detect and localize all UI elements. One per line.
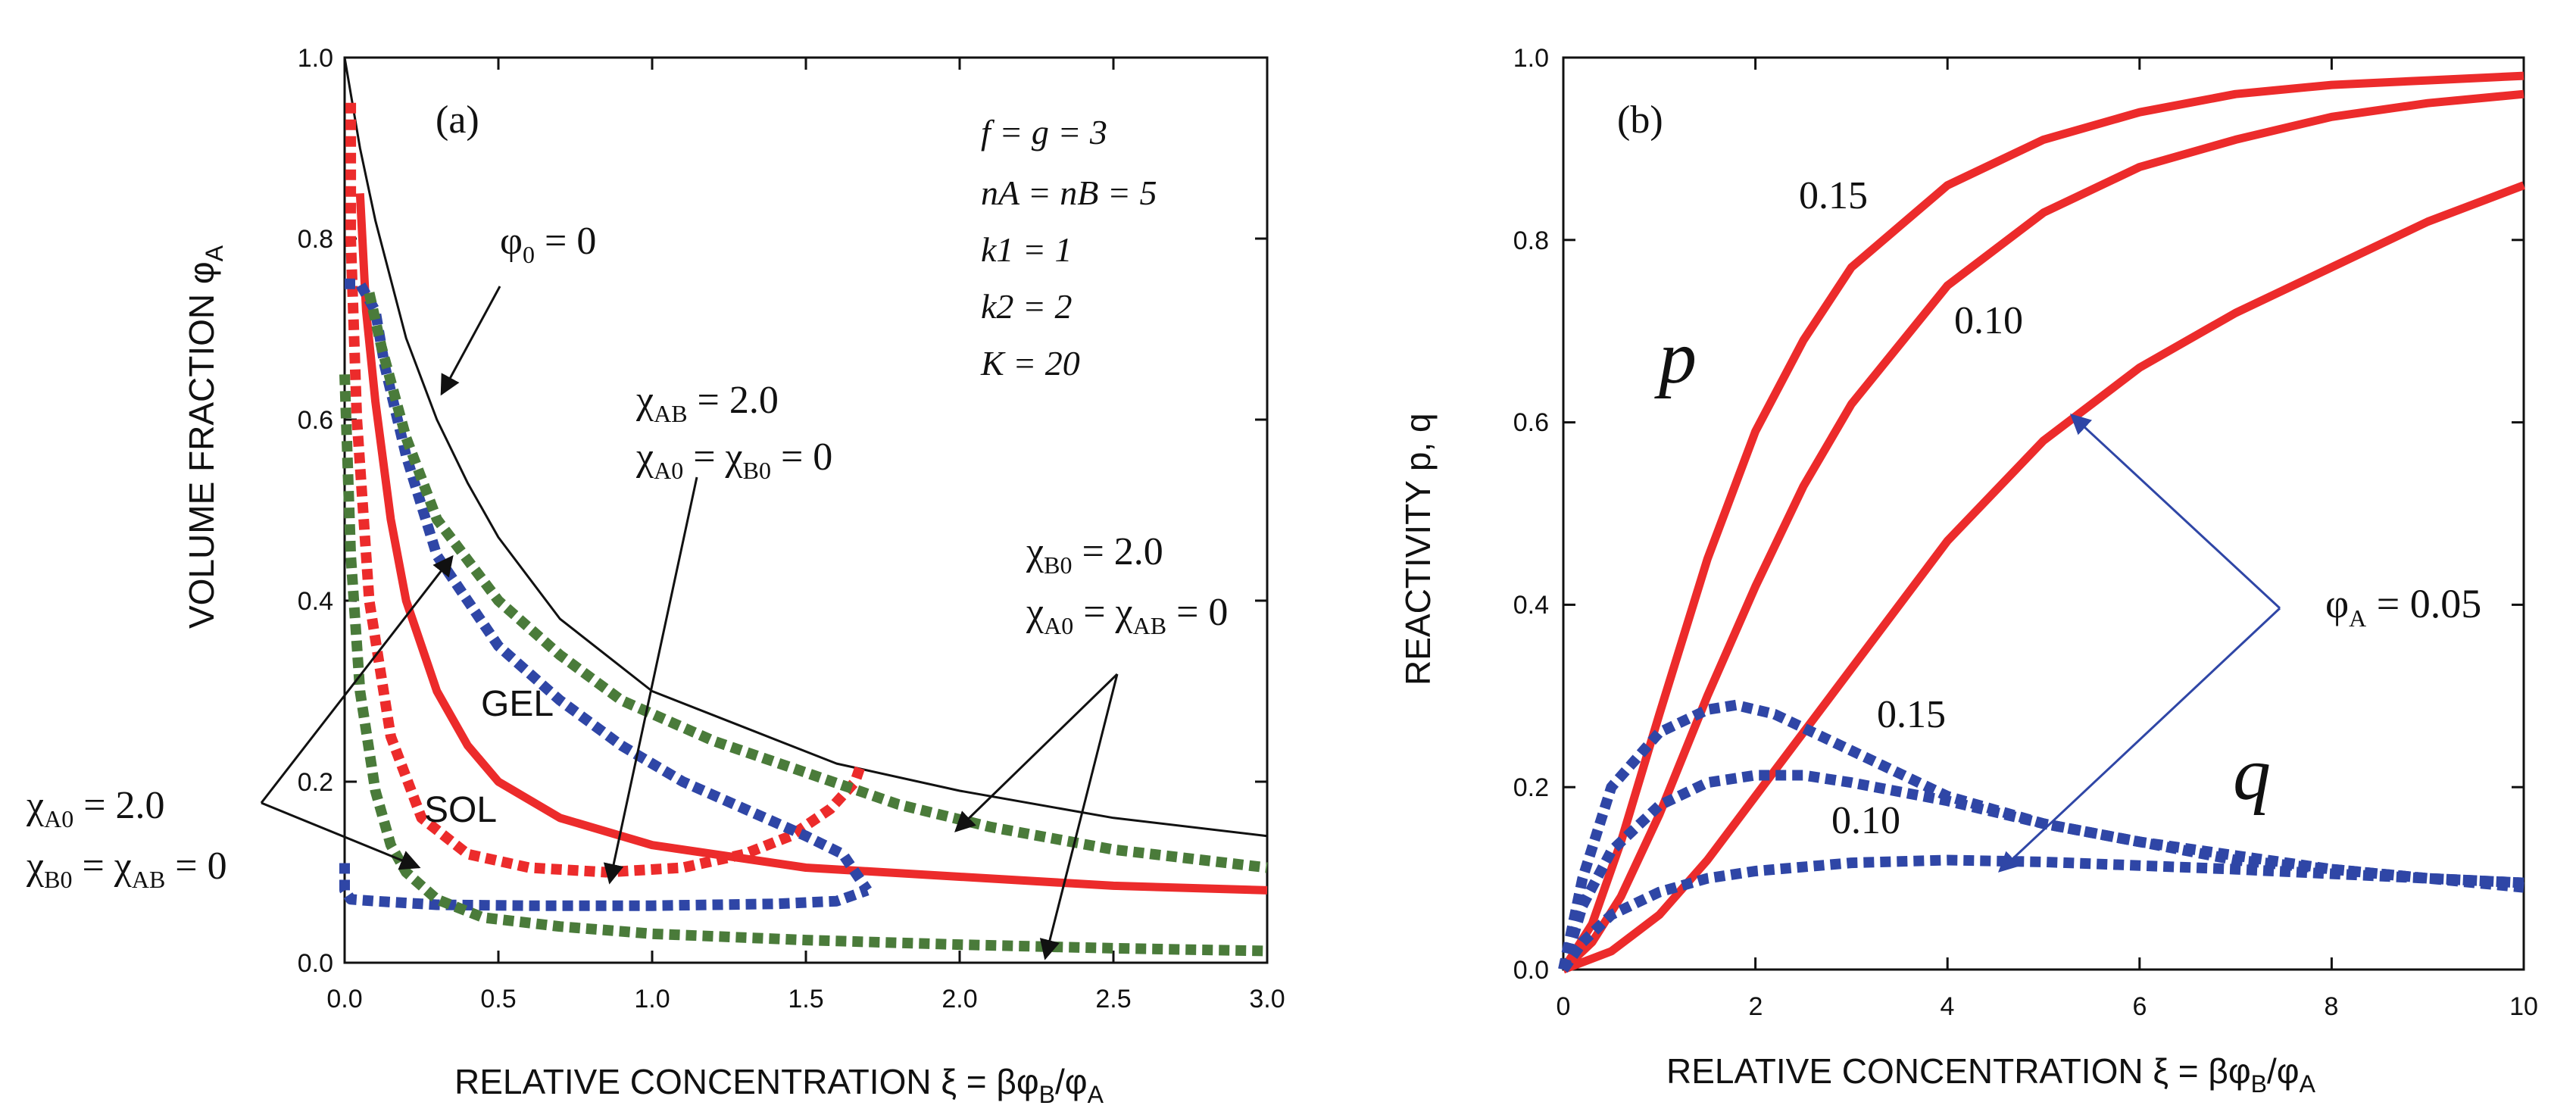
y-tick-label: 0.4 xyxy=(298,587,333,616)
x-tick-label: 1.0 xyxy=(634,985,670,1013)
arrow-chi-ab xyxy=(603,476,698,885)
arrow-chi-b0-upper xyxy=(954,673,1119,832)
panel-b-series xyxy=(1558,71,2525,974)
series-line-b-2 xyxy=(1562,181,2525,974)
panel-a-x-tick-labels: 0.0 0.5 1.0 1.5 2.0 2.5 3.0 xyxy=(326,985,1285,1013)
x-tick-label: 0.0 xyxy=(326,985,362,1013)
panel-a-label: (a) xyxy=(436,98,479,142)
panel-b-plot-frame xyxy=(1562,56,2525,971)
svg-text:χA0 = χB0 = 0: χA0 = χB0 = 0 xyxy=(635,436,832,484)
y-tick-label: 0.8 xyxy=(298,225,333,254)
x-tick-label: 2.5 xyxy=(1095,985,1131,1013)
panel-b-ticks xyxy=(1562,56,2525,971)
y-tick-label: 0.8 xyxy=(1513,226,1549,255)
panel-a-series xyxy=(339,57,1268,957)
y-tick-label: 1.0 xyxy=(1513,44,1549,73)
arrow-phi0 xyxy=(440,286,501,396)
series-line-b-4 xyxy=(1558,770,2524,972)
arrow-chi-b0-lower xyxy=(1039,673,1119,960)
phiA-annotation: φA = 0.05 xyxy=(2325,581,2481,632)
q-curve-label: q xyxy=(2233,732,2271,816)
series-line-a-5 xyxy=(364,292,1268,873)
x-tick-label: 0 xyxy=(1557,992,1571,1021)
svg-text:χB0 = 2.0: χB0 = 2.0 xyxy=(1026,530,1163,579)
series-line-a-6 xyxy=(339,374,1268,957)
p-curve-label: p xyxy=(1654,315,1697,399)
parameter-list: f = g = 3 nA = nB = 5 k1 = 1 k2 = 2 K = … xyxy=(980,113,1157,383)
y-tick-label: 0.6 xyxy=(298,406,333,435)
param-K: K = 20 xyxy=(980,344,1080,383)
panel-a-y-axis-title: VOLUME FRACTION φA xyxy=(182,245,228,629)
series-line-b-5 xyxy=(1559,854,2524,973)
chi-b0-annotation: χB0 = 2.0 χA0 = χAB = 0 xyxy=(1026,530,1228,639)
q-label-010: 0.10 xyxy=(1831,799,1900,842)
p-label-010: 0.10 xyxy=(1954,299,2023,342)
panel-a-arrows xyxy=(260,286,1119,960)
series-line-b-3 xyxy=(1558,699,2524,971)
arrow-chi-a0-upper xyxy=(260,554,454,804)
x-tick-label: 0.5 xyxy=(480,985,516,1013)
svg-text:χA0 = χAB = 0: χA0 = χAB = 0 xyxy=(1026,591,1228,639)
p-label-015: 0.15 xyxy=(1799,174,1868,217)
panel-b-x-tick-labels: 0 2 4 6 8 10 xyxy=(1557,992,2538,1021)
series-line-a-2 xyxy=(345,102,866,878)
param-f-g: f = g = 3 xyxy=(981,113,1107,151)
arrow-phiA-up xyxy=(2070,414,2281,610)
x-tick-label: 8 xyxy=(2325,992,2339,1021)
y-tick-label: 0.2 xyxy=(298,768,333,797)
panel-b-x-axis-title: RELATIVE CONCENTRATION ξ = βφB/φA xyxy=(1666,1051,2316,1098)
x-tick-label: 2 xyxy=(1749,992,1763,1021)
q-label-015: 0.15 xyxy=(1877,693,1946,736)
chi-a0-annotation: χA0 = 2.0 χB0 = χAB = 0 xyxy=(26,784,227,893)
arrow-phiA-down xyxy=(1998,607,2281,873)
param-k1: k1 = 1 xyxy=(981,230,1072,269)
panel-a-x-axis-title: RELATIVE CONCENTRATION ξ = βφB/φA xyxy=(454,1062,1104,1108)
series-line-a-3 xyxy=(345,278,872,894)
series-line-b-0 xyxy=(1560,71,2524,972)
arrow-chi-a0-lower xyxy=(261,801,421,870)
series-line-b-1 xyxy=(1560,89,2524,973)
chi-ab-annotation: χAB = 2.0 χA0 = χB0 = 0 xyxy=(635,379,832,484)
panel-b-label: (b) xyxy=(1617,98,1663,142)
x-tick-label: 1.5 xyxy=(788,985,823,1013)
x-tick-label: 4 xyxy=(1941,992,1955,1021)
param-k2: k2 = 2 xyxy=(981,287,1072,326)
phi0-annotation: φ0 = 0 xyxy=(500,220,596,268)
panel-a-ticks xyxy=(343,56,1269,964)
series-line-a-4 xyxy=(339,863,870,911)
param-n: nA = nB = 5 xyxy=(981,173,1157,212)
y-tick-label: 0.0 xyxy=(298,949,333,978)
panel-b-chart: 0 2 4 6 8 10 0.0 0.2 0.4 0.6 0.8 1.0 REL… xyxy=(1398,44,2538,1098)
y-tick-label: 0.2 xyxy=(1513,773,1549,802)
y-tick-label: 0.4 xyxy=(1513,591,1549,620)
x-tick-label: 2.0 xyxy=(941,985,977,1013)
panel-b-arrows xyxy=(1998,414,2281,873)
sol-region-label: SOL xyxy=(424,790,497,830)
y-tick-label: 0.0 xyxy=(1513,956,1549,985)
y-tick-label: 1.0 xyxy=(298,44,333,73)
svg-text:χAB = 2.0: χAB = 2.0 xyxy=(635,379,779,427)
x-tick-label: 6 xyxy=(2133,992,2147,1021)
x-tick-label: 3.0 xyxy=(1249,985,1285,1013)
svg-text:χB0 = χAB = 0: χB0 = χAB = 0 xyxy=(26,845,227,893)
panel-b-y-axis-title: REACTIVITY p, q xyxy=(1398,413,1438,685)
panel-b-y-tick-labels: 0.0 0.2 0.4 0.6 0.8 1.0 xyxy=(1513,44,1549,985)
panel-a-y-tick-labels: 0.0 0.2 0.4 0.6 0.8 1.0 xyxy=(298,44,333,978)
gel-region-label: GEL xyxy=(481,684,554,724)
svg-text:χA0 = 2.0: χA0 = 2.0 xyxy=(26,784,165,832)
x-tick-label: 10 xyxy=(2509,992,2538,1021)
series-line-a-0 xyxy=(343,57,1268,838)
series-line-a-1 xyxy=(355,193,1268,895)
y-tick-label: 0.6 xyxy=(1513,408,1549,437)
panel-a-chart: 0.0 0.5 1.0 1.5 2.0 2.5 3.0 0.0 0.2 0.4 … xyxy=(26,44,1285,1108)
